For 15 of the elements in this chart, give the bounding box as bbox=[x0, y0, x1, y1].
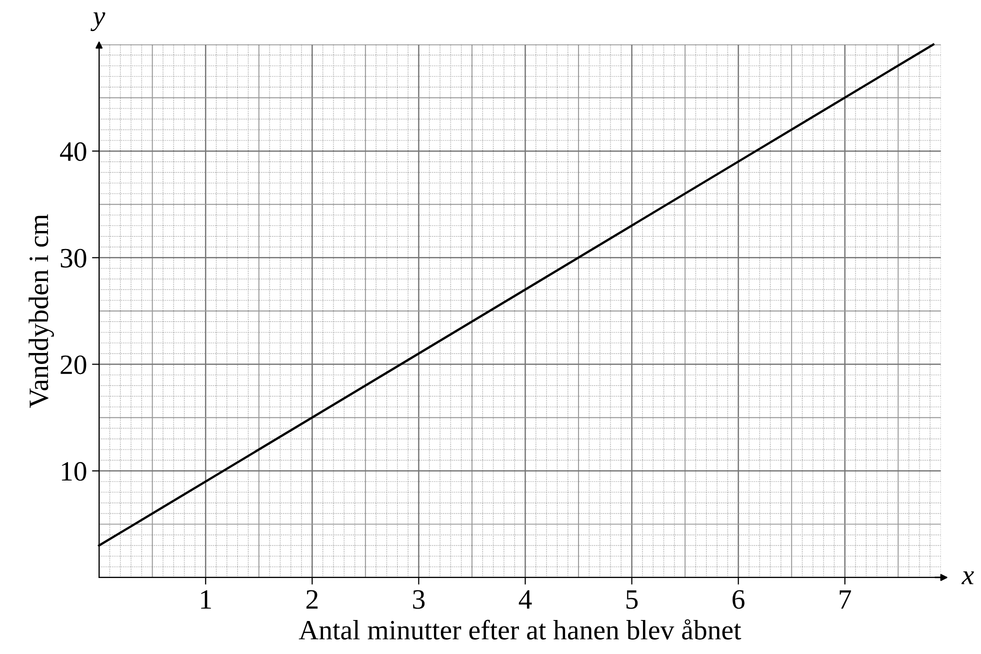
x-tick-label: 3 bbox=[413, 590, 425, 609]
y-tick-label: 30 bbox=[60, 248, 86, 268]
y-tick-label: 20 bbox=[60, 355, 86, 374]
text: x bbox=[961, 571, 974, 584]
x-tick-label: 7 bbox=[840, 590, 852, 609]
x-tick-label: 2 bbox=[306, 590, 318, 609]
x-axis-title: Antal minutter efter at hanen blev åbnet bbox=[298, 619, 742, 640]
x-tick-label: 6 bbox=[732, 590, 744, 609]
x-tick-label: 5 bbox=[626, 590, 638, 609]
y-tick-label: 40 bbox=[60, 142, 86, 161]
y-tick-label: 10 bbox=[62, 462, 86, 481]
y-axis-title: Vanddybden i cm bbox=[28, 214, 54, 408]
text: y bbox=[90, 12, 106, 32]
x-tick-label: 4 bbox=[518, 590, 532, 609]
x-tick-label: 1 bbox=[201, 590, 211, 609]
